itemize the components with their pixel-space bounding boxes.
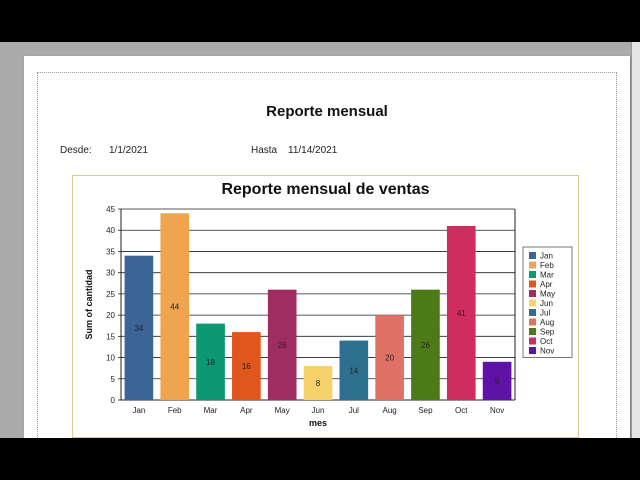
chart-container: Reporte mensual de ventas 0 5 10 15 20 25 30 35…	[72, 175, 579, 438]
legend-swatch	[529, 309, 536, 316]
legend-label: May	[540, 290, 555, 299]
legend-swatch	[529, 337, 536, 345]
y-tick-label: 30	[106, 269, 115, 278]
page-frame: Reporte mensual Desde: 1/1/2021 Hasta 11…	[37, 72, 617, 438]
data-label-aug: 20	[385, 354, 394, 363]
legend-label: Mar	[540, 271, 554, 280]
y-tick-label: 5	[111, 375, 116, 384]
bar-aug	[375, 315, 404, 400]
chart-title: Reporte mensual de ventas	[221, 181, 430, 198]
legend-swatch	[529, 318, 536, 326]
hasta-label: Hasta	[251, 145, 278, 156]
report-viewer: Reporte mensual Desde: 1/1/2021 Hasta 11…	[0, 42, 640, 438]
y-tick-label: 35	[106, 247, 115, 256]
legend-swatch	[529, 347, 536, 354]
bar-oct	[446, 225, 476, 400]
legend-label: Oct	[540, 337, 553, 346]
y-tick-label: 0	[111, 396, 116, 405]
x-tick-label: Jul	[349, 406, 359, 415]
legend-label: Nov	[540, 347, 554, 356]
x-tick-label: Mar	[204, 406, 218, 415]
y-tick-label: 40	[106, 226, 115, 235]
y-tick-label: 25	[106, 290, 115, 299]
bar-may	[267, 289, 297, 400]
data-label-sep: 26	[421, 341, 430, 350]
legend-label: Feb	[540, 261, 554, 270]
x-tick-label: Apr	[240, 406, 253, 415]
x-tick-label: Nov	[490, 406, 504, 415]
bar-jun	[303, 366, 333, 400]
legend-label: Jul	[540, 309, 550, 318]
data-label-feb: 44	[170, 303, 179, 312]
data-label-jan: 34	[134, 324, 143, 333]
vertical-scrollbar[interactable]	[631, 42, 640, 438]
desde-label: Desde:	[60, 145, 92, 156]
legend-swatch	[529, 328, 536, 335]
bar-chart: 0 5 10 15 20 25 30 35 40 45 34 Jan 44 Feb 18 Mar 16 Apr 26…	[84, 205, 573, 428]
legend-swatch	[529, 299, 536, 307]
x-tick-label: Feb	[168, 406, 182, 415]
legend-swatch	[529, 271, 536, 278]
x-tick-label: Jan	[132, 406, 145, 415]
y-tick-label: 10	[106, 354, 115, 363]
y-tick-label: 20	[106, 311, 115, 320]
bar-sep	[411, 289, 440, 400]
bar-jul	[339, 340, 369, 400]
legend-label: Sep	[540, 328, 555, 337]
data-label-mar: 18	[206, 358, 215, 367]
legend-swatch	[529, 252, 536, 259]
x-tick-label: Jun	[312, 406, 325, 415]
bar-nov	[482, 361, 512, 400]
bar-jan	[124, 255, 154, 400]
bar-apr	[232, 332, 261, 400]
y-axis-label: Sum of cantidad	[84, 269, 94, 339]
data-label-jun: 8	[316, 379, 321, 388]
x-tick-label: Oct	[455, 406, 468, 415]
bar-mar	[196, 323, 225, 400]
data-label-may: 26	[278, 341, 287, 350]
data-label-nov: 9	[495, 377, 500, 386]
data-label-jul: 14	[349, 366, 358, 375]
legend-label: Aug	[540, 318, 554, 327]
legend-label: Jun	[540, 299, 553, 308]
x-tick-label: May	[275, 406, 290, 415]
y-tick-label: 45	[106, 205, 115, 214]
data-label-apr: 16	[242, 362, 251, 371]
report-page: Reporte mensual Desde: 1/1/2021 Hasta 11…	[24, 56, 630, 438]
data-label-oct: 41	[457, 309, 466, 318]
x-tick-label: Sep	[418, 406, 433, 415]
desde-value: 1/1/2021	[109, 145, 148, 156]
legend-swatch	[529, 290, 536, 297]
y-tick-label: 15	[106, 332, 115, 341]
legend-swatch	[529, 280, 536, 288]
x-tick-label: Aug	[383, 406, 397, 415]
legend-swatch	[529, 261, 536, 269]
legend-label: Apr	[540, 280, 553, 289]
hasta-value: 11/14/2021	[288, 145, 338, 156]
legend-label: Jan	[540, 252, 553, 261]
x-axis-label: mes	[309, 418, 327, 428]
bar-feb	[160, 213, 190, 400]
report-title: Reporte mensual	[266, 103, 388, 120]
